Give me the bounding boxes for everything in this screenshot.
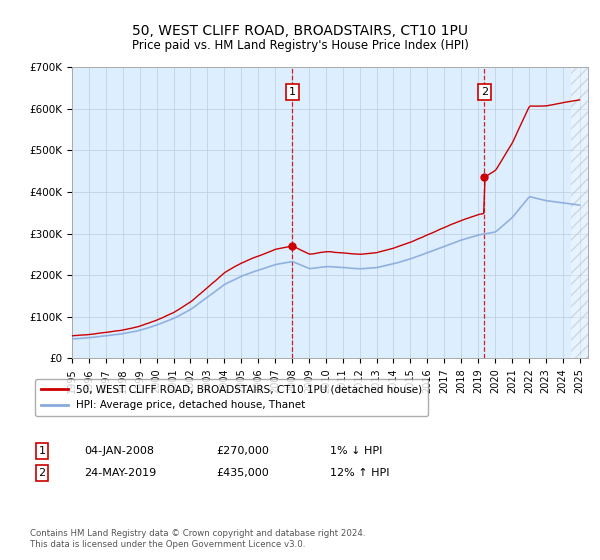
Text: 2: 2 [38, 468, 46, 478]
Text: £270,000: £270,000 [216, 446, 269, 456]
Text: Contains HM Land Registry data © Crown copyright and database right 2024.
This d: Contains HM Land Registry data © Crown c… [30, 529, 365, 549]
Text: 1% ↓ HPI: 1% ↓ HPI [330, 446, 382, 456]
Text: 24-MAY-2019: 24-MAY-2019 [84, 468, 156, 478]
Legend: 50, WEST CLIFF ROAD, BROADSTAIRS, CT10 1PU (detached house), HPI: Average price,: 50, WEST CLIFF ROAD, BROADSTAIRS, CT10 1… [35, 379, 428, 417]
Bar [571, 67, 596, 358]
Text: 1: 1 [289, 87, 296, 97]
Text: Price paid vs. HM Land Registry's House Price Index (HPI): Price paid vs. HM Land Registry's House … [131, 39, 469, 53]
Text: 12% ↑ HPI: 12% ↑ HPI [330, 468, 389, 478]
Text: £435,000: £435,000 [216, 468, 269, 478]
Text: 2: 2 [481, 87, 488, 97]
Text: 1: 1 [38, 446, 46, 456]
Text: 50, WEST CLIFF ROAD, BROADSTAIRS, CT10 1PU: 50, WEST CLIFF ROAD, BROADSTAIRS, CT10 1… [132, 24, 468, 38]
Text: 04-JAN-2008: 04-JAN-2008 [84, 446, 154, 456]
